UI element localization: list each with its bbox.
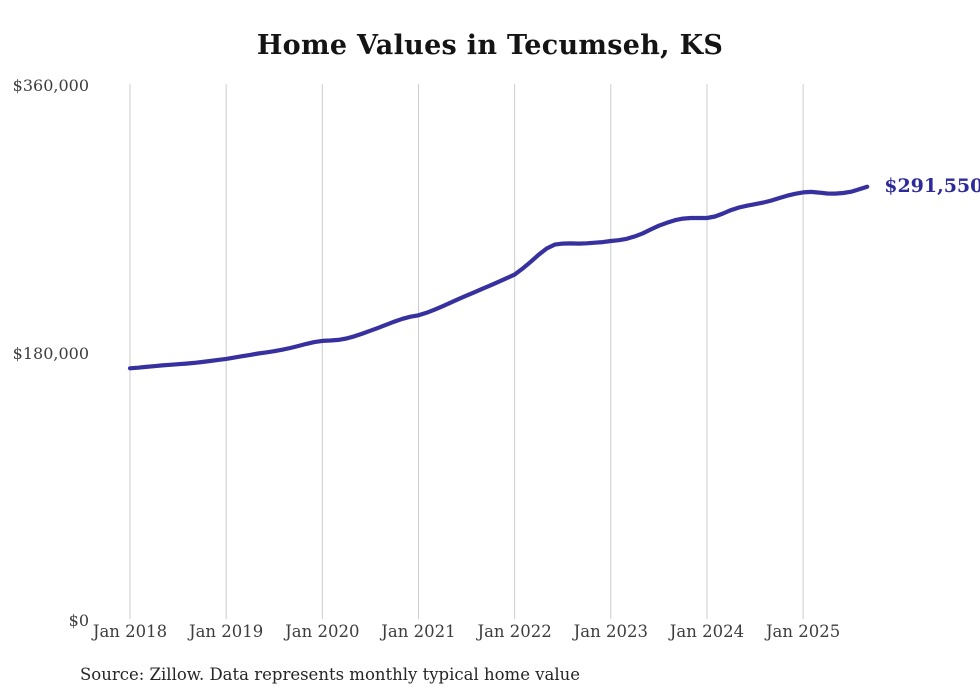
x-tick-label: Jan 2025 [765, 622, 841, 641]
x-tick-label: Jan 2023 [573, 622, 648, 641]
x-tick-label: Jan 2024 [669, 622, 745, 641]
home-value-line [127, 184, 870, 371]
x-tick-label: Jan 2018 [92, 622, 168, 641]
y-tick-label: $360,000 [12, 76, 89, 95]
x-tick-label: Jan 2021 [381, 622, 456, 641]
latest-value-label: $291,550 [884, 174, 980, 197]
x-tick-label: Jan 2020 [285, 622, 360, 641]
y-tick-label: $0 [68, 611, 89, 630]
y-tick-label: $180,000 [12, 343, 89, 363]
chart-title: Home Values in Tecumseh, KS [256, 30, 724, 61]
x-tick-label: Jan 2022 [477, 622, 552, 641]
x-tick-label: Jan 2019 [188, 622, 264, 641]
source-note: Source: Zillow. Data represents monthly … [80, 665, 581, 684]
